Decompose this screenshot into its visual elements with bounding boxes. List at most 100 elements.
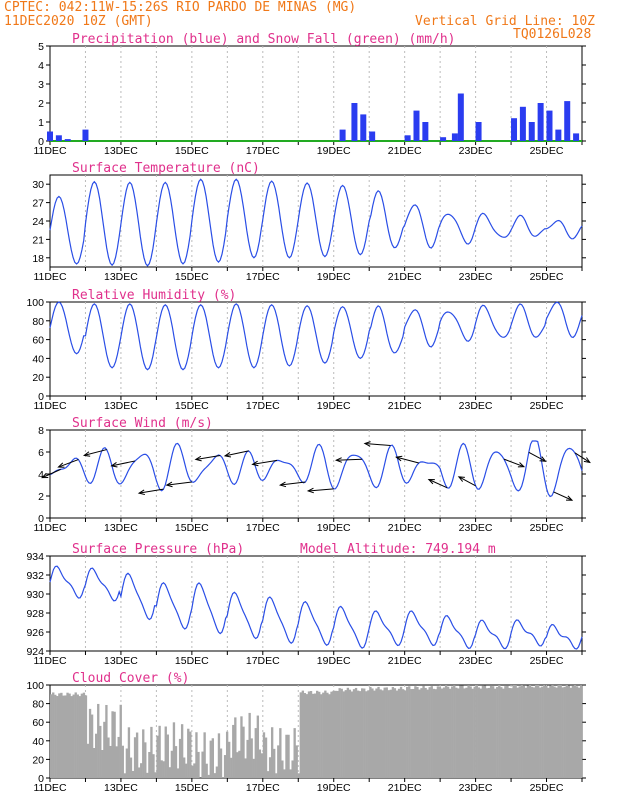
cloud-bar: [475, 685, 478, 778]
precip-bar: [82, 129, 89, 141]
wind-arrow-head: [194, 455, 202, 462]
cloud-bar: [328, 694, 331, 778]
wind-arrow: [111, 460, 136, 467]
cloud-bar: [303, 693, 307, 778]
cloud-bar: [160, 760, 163, 778]
cloud-bar: [166, 734, 169, 778]
cloud-bar: [144, 742, 147, 778]
cloud-bar: [342, 691, 345, 778]
x-tick-label: 25DEC: [530, 655, 564, 667]
x-tick-label: 23DEC: [459, 145, 493, 157]
cloud-bar: [577, 687, 581, 778]
y-tick-label: 40: [32, 736, 44, 748]
cloud-bar: [50, 694, 53, 778]
wind-arrow: [528, 451, 546, 462]
cloud-bar: [230, 757, 233, 778]
cloud-bar: [496, 687, 499, 778]
cloud-bar: [457, 688, 460, 778]
cloud-bar: [365, 691, 368, 778]
cloud-bar: [508, 688, 511, 778]
precip-bar: [475, 122, 482, 141]
cloud-bar: [250, 738, 253, 778]
cloud-bar: [170, 750, 174, 778]
y-tick-label: 100: [26, 680, 44, 692]
y-tick-label: 1: [38, 117, 44, 129]
precip-bar: [573, 133, 580, 141]
cloud-bar: [512, 685, 515, 778]
x-tick-label: 25DEC: [530, 271, 564, 283]
x-tick-label: 13DEC: [104, 271, 138, 283]
cloud-bar: [410, 689, 413, 778]
cloud-bar: [66, 692, 69, 778]
cloud-bar: [350, 691, 354, 778]
cloud-bar: [262, 732, 266, 778]
cloud-bar: [240, 716, 243, 778]
x-tick-label: 15DEC: [175, 271, 209, 283]
y-tick-label: 0: [38, 513, 44, 525]
cloud-bar: [234, 717, 237, 778]
cloud-bar: [565, 685, 568, 778]
cloud-bar: [467, 685, 470, 778]
wind-arrow-head: [278, 481, 287, 488]
cloud-bar: [438, 686, 442, 778]
cloud-bar: [322, 692, 325, 778]
cloud-bar: [573, 685, 577, 778]
x-tick-label: 21DEC: [388, 145, 422, 157]
cloud-bar: [142, 729, 145, 778]
cloud-bar: [434, 689, 438, 778]
precip-bar: [451, 133, 458, 141]
panel-title: Surface Temperature (nC): [72, 161, 260, 176]
cloud-bar: [232, 724, 235, 778]
cloud-bar: [379, 689, 382, 778]
x-tick-label: 21DEC: [388, 400, 422, 412]
wind-arrow-head: [395, 455, 403, 462]
cloud-bar: [297, 773, 300, 778]
panel-title: Precipitation (blue) and Snow Fall (gree…: [72, 32, 456, 47]
wind-arrow: [553, 491, 573, 501]
precip-bar: [528, 122, 535, 141]
cloud-bar: [217, 733, 221, 778]
cloud-bar: [92, 747, 96, 778]
cloud-bar: [103, 721, 106, 778]
cloud-bar: [375, 688, 378, 778]
cloud-bar: [111, 711, 114, 778]
cloud-bar: [324, 690, 327, 778]
cloud-bar: [88, 708, 92, 778]
cloud-bar: [246, 739, 249, 778]
cloud-bar: [361, 688, 364, 778]
y-tick-label: 0: [38, 136, 44, 148]
cloud-bar: [489, 685, 493, 778]
cloud-bar: [60, 692, 63, 778]
cloud-bar: [506, 685, 509, 778]
wind-arrow: [336, 458, 363, 461]
precip-bar: [339, 129, 346, 141]
cloud-bar: [436, 686, 440, 778]
y-tick-label: 60: [32, 717, 44, 729]
cloud-bar: [318, 691, 321, 778]
x-tick-label: 11DEC: [33, 400, 66, 412]
cloud-bar: [532, 687, 536, 778]
x-tick-label: 19DEC: [317, 522, 351, 534]
plot-frame: [49, 429, 583, 519]
cloud-bar: [393, 688, 397, 778]
cloud-bar: [424, 687, 427, 778]
cloud-bar: [156, 735, 159, 778]
cloud-bar: [373, 690, 376, 778]
x-tick-label: 11DEC: [33, 522, 66, 534]
cloud-bar: [446, 686, 450, 778]
x-tick-label: 13DEC: [104, 655, 138, 667]
cloud-bar: [477, 687, 480, 778]
cloud-bar: [305, 694, 309, 778]
cloud-bar: [121, 745, 124, 778]
precip-bar: [360, 114, 367, 141]
cloud-bar: [258, 749, 262, 778]
cloud-bar: [129, 757, 133, 778]
cloud-bar: [135, 732, 139, 778]
cloud-bar: [381, 690, 384, 778]
cloud-bar: [336, 690, 339, 778]
precip-bar: [546, 110, 553, 141]
x-tick-label: 23DEC: [459, 782, 493, 794]
cloud-bar: [72, 694, 75, 778]
panel-title: Relative Humidity (%): [72, 288, 236, 303]
cloud-bar: [78, 696, 81, 778]
